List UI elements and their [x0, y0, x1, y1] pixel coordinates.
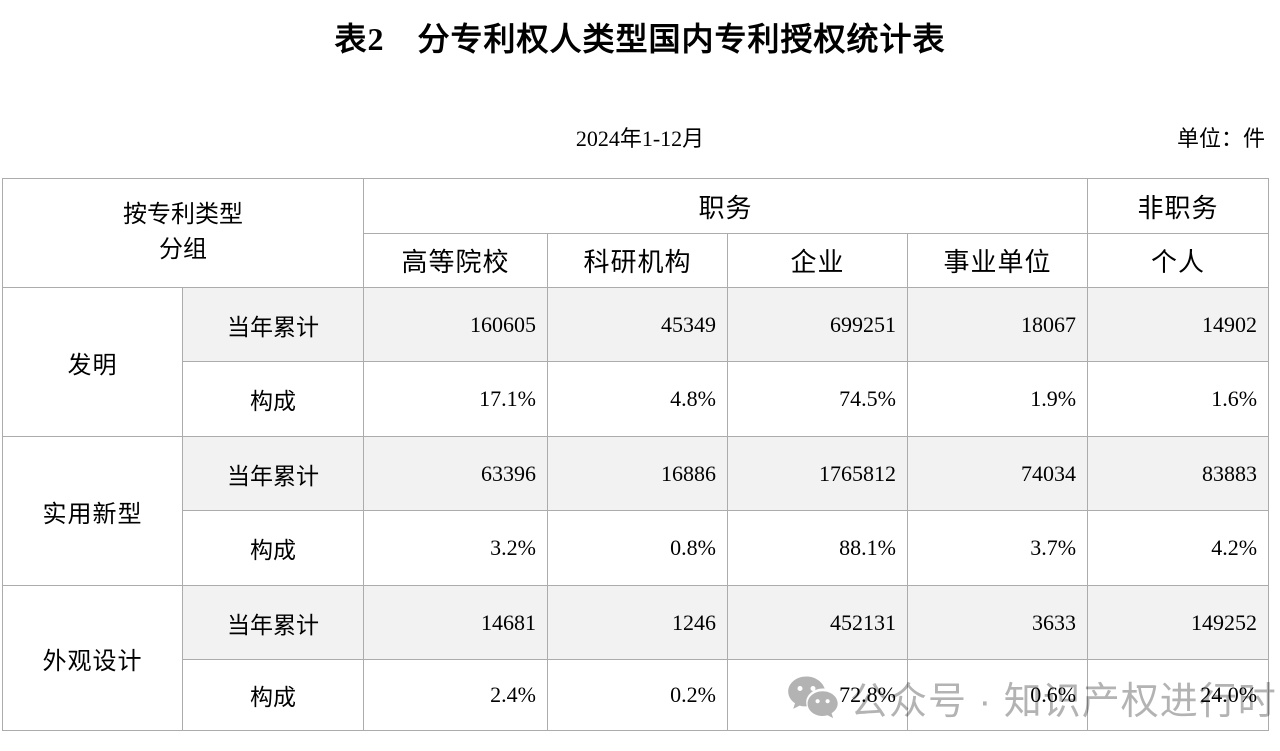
value-cell: 149252	[1087, 585, 1270, 660]
column-header-universities: 高等院校	[363, 233, 548, 288]
measure-label: 当年累计	[182, 436, 364, 511]
value-cell: 4.8%	[547, 361, 728, 437]
value-cell: 1.9%	[906, 361, 1089, 437]
row-type-label: 发明	[2, 287, 183, 437]
value-cell: 0.8%	[547, 510, 728, 586]
table-row: 实用新型 当年累计 63396 16886 1765812 74034 8388…	[2, 436, 1270, 586]
corner-header-line2: 分组	[159, 237, 207, 263]
unit-label: 单位：件	[1176, 126, 1265, 151]
column-header-individuals: 个人	[1087, 233, 1270, 288]
value-cell: 74034	[906, 436, 1089, 511]
value-cell: 16886	[547, 436, 728, 511]
measure-label: 构成	[182, 361, 364, 437]
value-cell: 3633	[906, 585, 1089, 660]
value-cell: 1246	[547, 585, 728, 660]
table-row: 发明 当年累计 160605 45349 699251 18067 14902	[2, 287, 1270, 437]
value-cell: 14902	[1087, 287, 1270, 362]
column-header-public-institutions: 事业单位	[906, 233, 1089, 288]
corner-header-line1: 按专利类型	[123, 202, 243, 228]
table-row: 构成 17.1% 4.8% 74.5% 1.9% 1.6%	[3, 361, 1270, 437]
value-cell: 699251	[727, 287, 908, 362]
value-cell: 24.0%	[1087, 659, 1270, 731]
value-cell: 18067	[906, 287, 1089, 362]
value-cell: 63396	[363, 436, 548, 511]
patent-statistics-table: 按专利类型 分组 职务 非职务 高等院校 科研机构 企业 事业单位 个人 发明 …	[2, 178, 1270, 731]
value-cell: 88.1%	[727, 510, 908, 586]
measure-label: 构成	[182, 659, 364, 731]
value-cell: 1765812	[727, 436, 908, 511]
group-header-service: 职务	[362, 178, 1089, 234]
column-header-research-institutes: 科研机构	[547, 233, 728, 288]
table-row: 外观设计 当年累计 14681 1246 452131 3633 149252	[2, 585, 1270, 731]
column-header-enterprises: 企业	[727, 233, 908, 288]
page-title: 表2 分专利权人类型国内专利授权统计表	[334, 21, 946, 57]
value-cell: 0.2%	[547, 659, 728, 731]
value-cell: 2.4%	[363, 659, 548, 731]
table-row: 构成 3.2% 0.8% 88.1% 3.7% 4.2%	[3, 510, 1270, 586]
measure-label: 当年累计	[182, 585, 364, 660]
value-cell: 452131	[727, 585, 908, 660]
value-cell: 74.5%	[727, 361, 908, 437]
measure-label: 当年累计	[182, 287, 364, 362]
value-cell: 72.8%	[727, 659, 908, 731]
group-header-non-service: 非职务	[1087, 178, 1270, 234]
value-cell: 3.2%	[363, 510, 548, 586]
measure-label: 构成	[182, 510, 364, 586]
period-label: 2024年1-12月	[575, 126, 705, 151]
value-cell: 4.2%	[1087, 510, 1270, 586]
value-cell: 3.7%	[906, 510, 1089, 586]
table-header-row-groups: 按专利类型 分组 职务 非职务	[2, 178, 1270, 288]
row-type-label: 外观设计	[2, 585, 183, 731]
table-row: 构成 2.4% 0.2% 72.8% 0.6% 24.0%	[3, 659, 1270, 731]
value-cell: 83883	[1087, 436, 1270, 511]
value-cell: 17.1%	[363, 361, 548, 437]
value-cell: 0.6%	[906, 659, 1089, 731]
value-cell: 1.6%	[1087, 361, 1270, 437]
row-type-label: 实用新型	[2, 436, 183, 586]
value-cell: 160605	[363, 287, 548, 362]
value-cell: 45349	[547, 287, 728, 362]
value-cell: 14681	[363, 585, 548, 660]
corner-header: 按专利类型 分组	[2, 178, 364, 288]
